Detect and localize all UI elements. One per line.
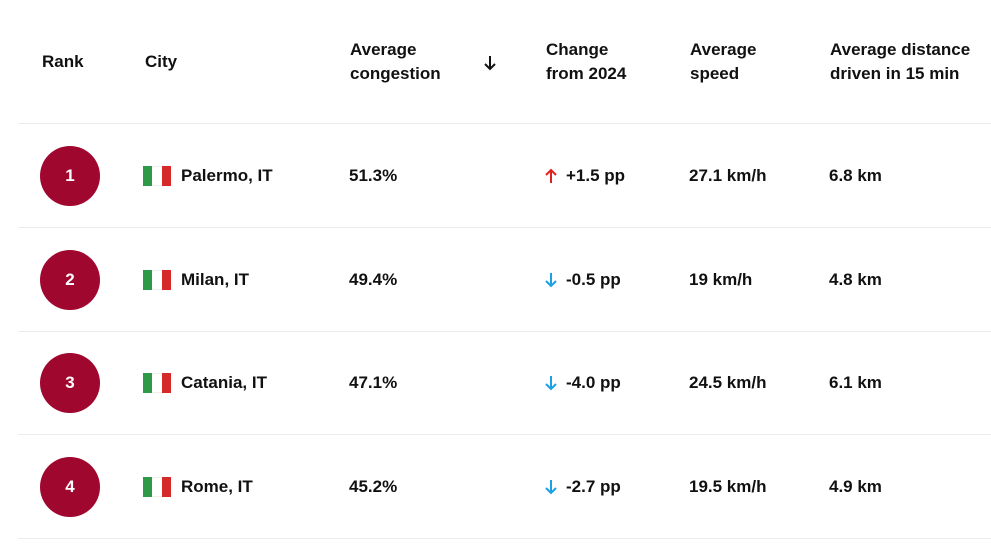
divider [18, 537, 991, 539]
divider [18, 330, 991, 332]
flag-icon [143, 269, 171, 290]
city: Rome, IT [181, 476, 253, 496]
header-distance[interactable]: Average distance driven in 15 min [830, 39, 971, 83]
header-rank[interactable]: Rank [42, 51, 84, 71]
change: -4.0 pp [566, 373, 621, 392]
trend-arrow [544, 478, 558, 501]
speed: 19 km/h [689, 269, 753, 289]
speed: 24.5 km/h [689, 373, 767, 392]
congestion: 47.1% [349, 373, 398, 392]
speed: 27.1 km/h [689, 166, 767, 185]
flag-icon [143, 476, 171, 497]
congestion: 51.3% [349, 166, 398, 185]
table-row: 2 Milan, IT 49.4% -0.5 pp 19 km/h 4.8 km [0, 228, 991, 332]
header-speed[interactable]: Average speed [690, 39, 757, 83]
city: Palermo, IT [181, 166, 273, 185]
speed: 19.5 km/h [689, 476, 767, 496]
congestion: 49.4% [349, 269, 398, 289]
distance: 6.8 km [829, 166, 882, 185]
header-congestion[interactable]: Average congestion [350, 39, 441, 83]
trend-arrow [544, 167, 558, 190]
trend-arrow [544, 271, 558, 294]
sort-arrow [484, 56, 496, 71]
change: +1.5 pp [566, 166, 626, 185]
table-row: 4 Rome, IT 45.2% -2.7 pp 19.5 km/h 4.9 km [0, 435, 991, 539]
distance: 4.8 km [829, 269, 882, 289]
trend-arrow [544, 374, 558, 397]
rank-badge: 1 [40, 146, 100, 206]
header-change[interactable]: Change from 2024 [546, 39, 627, 83]
congestion: 45.2% [349, 476, 398, 496]
divider [18, 123, 991, 124]
divider [18, 227, 991, 228]
table-row: 3 Catania, IT 47.1% -4.0 pp 24.5 km/h 6.1 km [0, 331, 991, 435]
city: Milan, IT [181, 269, 249, 289]
distance: 4.9 km [829, 476, 882, 496]
rank-badge: 2 [40, 249, 100, 310]
flag-icon [143, 373, 171, 393]
rank-badge: 3 [40, 353, 100, 413]
header-city[interactable]: City [145, 51, 178, 71]
divider [18, 434, 991, 435]
flag-icon [143, 166, 171, 186]
table-row: 1 Palermo, IT 51.3% +1.5 pp 27.1 km/h 6.8 km [0, 124, 991, 228]
change: -0.5 pp [566, 269, 621, 289]
city: Catania, IT [181, 373, 267, 392]
distance: 6.1 km [829, 373, 882, 392]
change: -2.7 pp [566, 476, 621, 496]
rank-badge: 4 [40, 456, 100, 517]
